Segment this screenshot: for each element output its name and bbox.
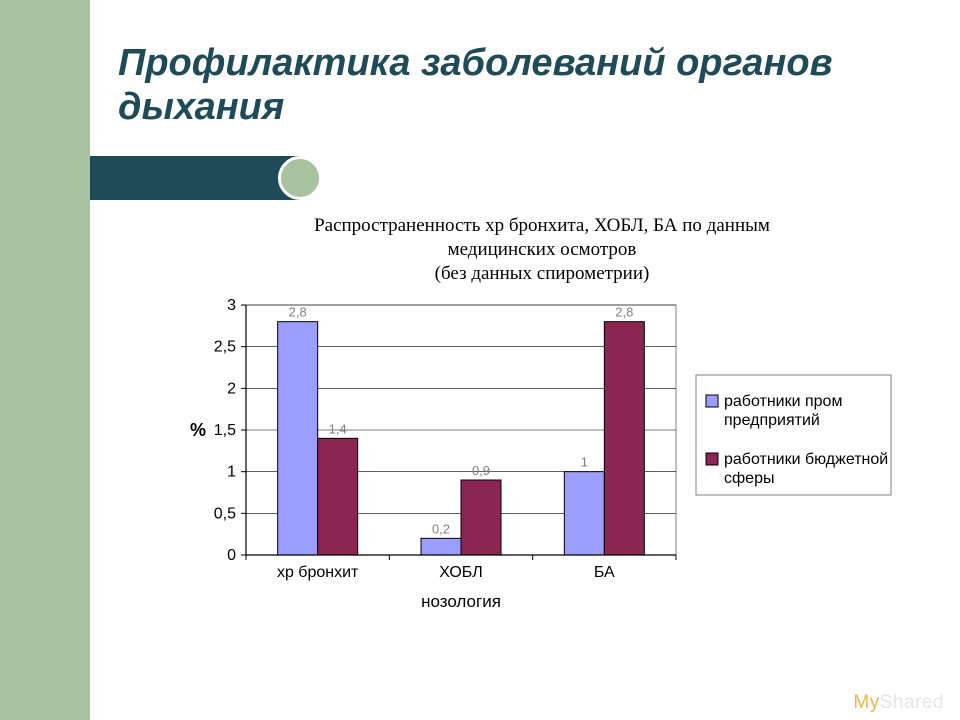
bar-chart: 0 0,5 1 1,5 2 2,5 3% 2,8 1,4 хр бронхит 0,2 0,9 ХОБЛ…	[182, 295, 902, 635]
bar	[564, 472, 604, 555]
legend-label: сферы	[724, 470, 774, 487]
accent-bar	[90, 156, 300, 200]
y-tick-label: 1,5	[214, 422, 236, 439]
legend-swatch	[706, 453, 718, 465]
chart-title: Распространенность хр бронхита, ХОБЛ, БА…	[262, 214, 822, 285]
x-axis-label: нозология	[421, 592, 501, 611]
chart-title-line1: Распространенность хр бронхита, ХОБЛ, БА…	[314, 215, 770, 236]
bar-value-label: 0,9	[472, 463, 490, 478]
watermark-my: My	[853, 692, 879, 713]
legend-label: работники пром	[724, 393, 842, 410]
bar-value-label: 0,2	[432, 522, 450, 537]
bar	[421, 539, 461, 556]
x-tick-label: хр бронхит	[277, 564, 359, 581]
chart-title-line3: (без данных спирометрии)	[435, 263, 650, 284]
bar-value-label: 2,8	[615, 305, 633, 320]
y-tick-label: 3	[227, 297, 236, 314]
y-tick-label: 0,5	[214, 506, 236, 523]
chart-title-line2: медицинских осмотров	[448, 239, 637, 260]
x-tick-label: ХОБЛ	[439, 564, 483, 581]
slide: Профилактика заболеваний органов дыхания…	[0, 0, 960, 720]
chart-container: Распространенность хр бронхита, ХОБЛ, БА…	[182, 214, 902, 644]
y-axis-label: %	[190, 420, 206, 440]
legend-label: работники бюджетной	[724, 451, 888, 468]
bar-value-label: 1,4	[329, 422, 347, 437]
watermark: MyShared	[853, 692, 944, 714]
y-tick-label: 2	[227, 381, 236, 398]
bar	[604, 322, 644, 555]
slide-title: Профилактика заболеваний органов дыхания	[118, 42, 898, 129]
bar	[461, 480, 501, 555]
y-tick-label: 1	[227, 464, 236, 481]
bar-value-label: 2,8	[289, 305, 307, 320]
y-tick-label: 2,5	[214, 339, 236, 356]
left-accent-band	[0, 0, 90, 720]
x-tick-label: БА	[594, 564, 615, 581]
accent-bullet-icon	[278, 156, 322, 200]
legend-swatch	[706, 395, 718, 407]
legend-label: предприятий	[724, 412, 820, 429]
bar-value-label: 1	[581, 455, 588, 470]
bar	[318, 439, 358, 556]
bar	[278, 322, 318, 555]
y-tick-label: 0	[227, 547, 236, 564]
watermark-shared: Shared	[880, 692, 944, 713]
